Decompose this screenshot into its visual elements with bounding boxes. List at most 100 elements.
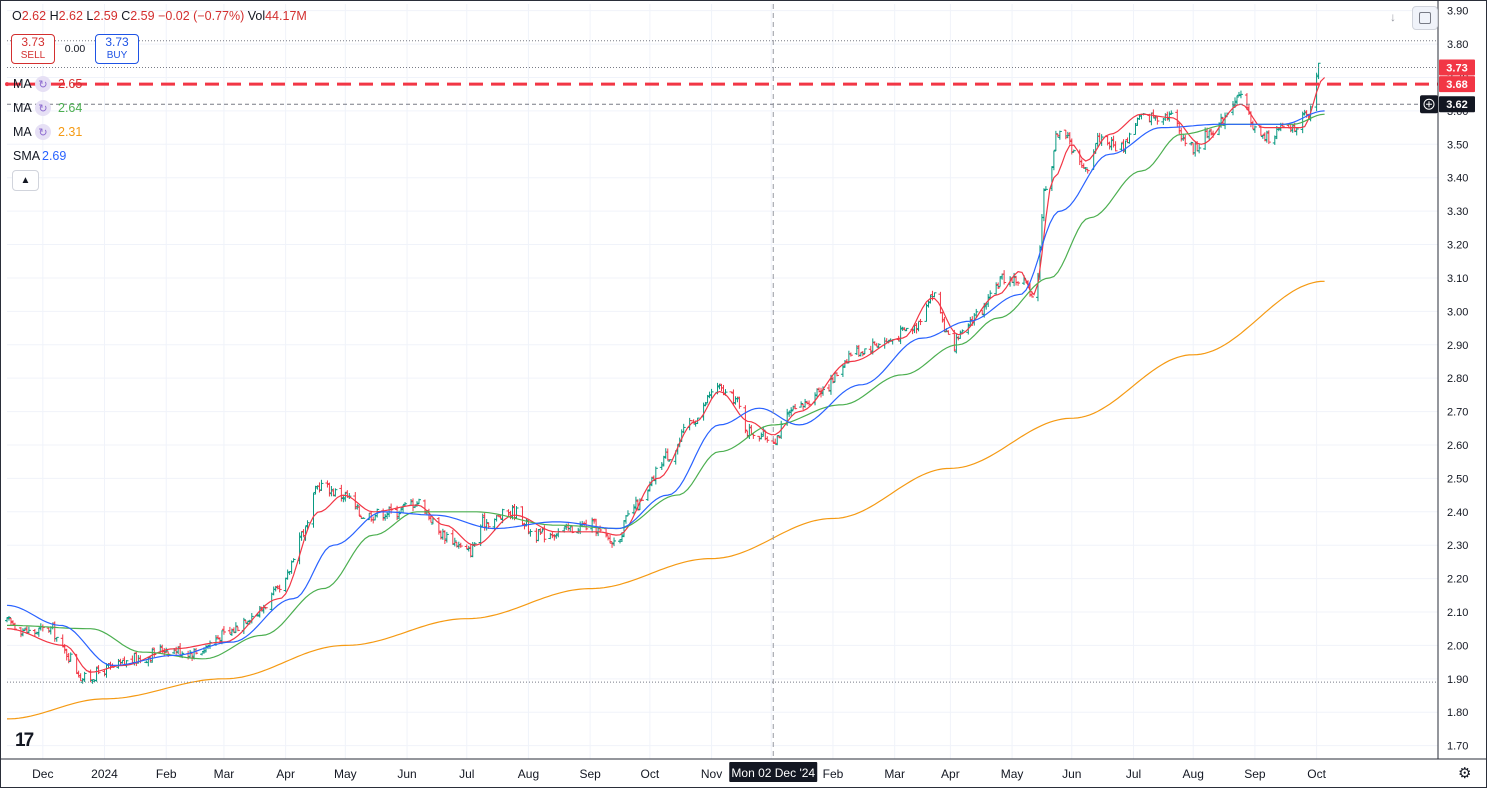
ohlc-bar [221, 626, 226, 635]
volume-value: 44.17M [265, 9, 307, 23]
ohlc-bar [68, 652, 73, 662]
indicator-row-sma[interactable]: SMA 2.69 [13, 147, 66, 165]
indicator-row-ma-fast[interactable]: MA ↻ 2.65 [13, 75, 82, 93]
indicator-value: 2.31 [58, 125, 83, 139]
ohlc-bar [319, 479, 324, 491]
ohlc-bar [789, 407, 794, 416]
ohlc-bar [625, 510, 630, 517]
ohlc-bar [82, 671, 87, 682]
refresh-icon[interactable]: ↻ [35, 76, 51, 92]
indicator-name: SMA [13, 149, 41, 163]
ohlc-bar [1041, 188, 1046, 222]
ohlc-bar [1016, 281, 1021, 286]
y-tick-label: 2.80 [1447, 373, 1468, 385]
refresh-icon[interactable]: ↻ [35, 100, 51, 116]
order-price-badge-bg [1439, 76, 1475, 93]
ohlc-bar [1002, 270, 1007, 285]
ohlc-bar [1169, 110, 1174, 115]
ohlc-bar [848, 352, 853, 357]
x-tick-label: Oct [641, 767, 660, 781]
sell-label: SELL [20, 50, 46, 61]
ohlc-bar [1057, 130, 1062, 140]
ohlc-bar [1234, 95, 1239, 105]
ohlc-bar [403, 502, 408, 507]
tradingview-logo-icon[interactable]: 17 [15, 730, 34, 751]
y-tick-label: 3.00 [1447, 306, 1468, 318]
ohlc-bar [793, 403, 798, 410]
indicator-name: MA [13, 125, 32, 139]
ohlc-bar [709, 388, 714, 399]
ohlc-bar [1197, 144, 1202, 154]
last-price-badge: 3.73 [1446, 62, 1467, 74]
ohlc-bar [1127, 132, 1132, 144]
moving-average-line-ma-1 [7, 113, 1325, 660]
y-tick-label: 3.20 [1447, 240, 1468, 252]
ohlc-bar [277, 584, 282, 593]
y-tick-label: 2.70 [1447, 407, 1468, 419]
chevron-up-icon: ▲ [20, 175, 31, 186]
x-tick-label: Aug [1183, 767, 1204, 781]
ohlc-bar [932, 292, 937, 298]
x-tick-label: Feb [823, 767, 844, 781]
y-tick-label: 2.50 [1447, 473, 1468, 485]
ohlc-bar [1238, 90, 1243, 99]
ohlc-bar [96, 665, 101, 675]
ohlc-bar [974, 308, 979, 318]
screenshot-button[interactable] [1412, 6, 1438, 30]
ohlc-bar [1280, 122, 1285, 128]
download-icon[interactable]: ↓ [1390, 10, 1396, 24]
ohlc-bar [357, 505, 362, 517]
collapse-legend-button[interactable]: ▲ [12, 170, 39, 191]
ohlc-bar [1155, 115, 1160, 125]
ohlc-bar [1266, 130, 1271, 145]
x-tick-label: May [1001, 767, 1024, 781]
crosshair-date-badge-bg [729, 762, 818, 782]
ohlc-bar [862, 348, 867, 355]
screenshot-icon [1419, 12, 1431, 24]
crosshair-plus-icon[interactable] [1423, 98, 1435, 110]
refresh-icon[interactable]: ↻ [35, 124, 51, 140]
ohlc-bar [26, 626, 31, 634]
ohlc-bar [737, 396, 742, 409]
x-tick-label: Mar [214, 767, 235, 781]
buy-price: 3.73 [105, 35, 129, 49]
y-tick-label: 3.10 [1447, 273, 1468, 285]
ohlc-bar [946, 330, 951, 335]
ohlc-bar [361, 517, 366, 519]
high-label: H [49, 9, 59, 23]
ohlc-bar [960, 329, 965, 333]
x-tick-label: Apr [276, 767, 295, 781]
ohlc-bar [291, 558, 296, 563]
y-tick-label: 1.70 [1447, 741, 1468, 753]
crosshair-price-badge: 3.62 [1446, 99, 1467, 111]
spread-value: 0.00 [64, 43, 86, 55]
ohlc-bar [1183, 134, 1188, 147]
ohlc-bar [235, 626, 240, 632]
x-tick-label: Mar [884, 767, 905, 781]
y-tick-label: 2.40 [1447, 507, 1468, 519]
y-tick-label: 3.90 [1447, 6, 1468, 18]
change-value: −0.02 (−0.77%) [158, 9, 245, 23]
y-tick-label: 1.80 [1447, 707, 1468, 719]
buy-button[interactable]: 3.73 BUY [95, 34, 139, 64]
y-tick-label: 2.30 [1447, 540, 1468, 552]
moving-average-line-ma-0 [6, 77, 1326, 673]
order-price-badge: 3.68 [1446, 79, 1467, 91]
sell-button[interactable]: 3.73 SELL [11, 34, 55, 64]
x-tick-label: Jul [459, 767, 474, 781]
ohlc-bar [1252, 125, 1257, 133]
ohlc-bar [608, 534, 613, 544]
indicator-row-ma-mid[interactable]: MA ↻ 2.64 [13, 99, 82, 117]
y-tick-label: 2.20 [1447, 574, 1468, 586]
ohlc-bar [834, 372, 839, 377]
indicator-row-ma-slow[interactable]: MA ↻ 2.31 [13, 123, 82, 141]
gear-icon[interactable]: ⚙ [1458, 765, 1472, 782]
ohlc-bar [1085, 168, 1090, 174]
y-tick-label: 3.40 [1447, 173, 1468, 185]
ohlc-bar [305, 520, 310, 530]
x-tick-label: Dec [32, 767, 53, 781]
y-tick-label: 3.30 [1447, 206, 1468, 218]
y-tick-label: 2.00 [1447, 640, 1468, 652]
y-tick-label: 3.50 [1447, 139, 1468, 151]
